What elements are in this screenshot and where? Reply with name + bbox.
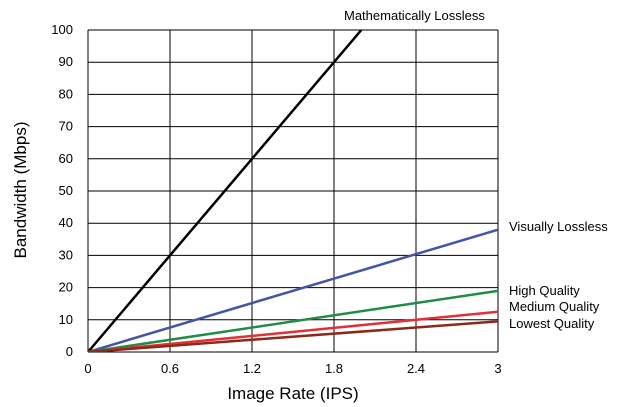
- y-tick-label: 60: [59, 151, 73, 166]
- series-label-3: Medium Quality: [509, 299, 600, 314]
- x-tick-label: 0: [84, 361, 91, 376]
- series-line-0: [88, 30, 363, 352]
- y-tick-label: 30: [59, 247, 73, 262]
- y-tick-label: 0: [66, 344, 73, 359]
- x-tick-label: 3: [494, 361, 501, 376]
- grid: [87, 29, 499, 353]
- x-axis-label: Image Rate (IPS): [227, 384, 358, 403]
- x-tick-label: 0.6: [161, 361, 179, 376]
- series-line-4: [88, 320, 498, 352]
- y-tick-label: 80: [59, 86, 73, 101]
- y-axis-ticks: 0 10 20 30 40 50 60 70 80 90 100: [51, 22, 73, 359]
- x-tick-label: 2.4: [407, 361, 425, 376]
- x-tick-label: 1.2: [243, 361, 261, 376]
- y-tick-label: 90: [59, 54, 73, 69]
- y-tick-label: 100: [51, 22, 73, 37]
- y-tick-label: 70: [59, 119, 73, 134]
- y-tick-label: 40: [59, 215, 73, 230]
- series-label-4: Lowest Quality: [509, 316, 595, 331]
- y-tick-label: 50: [59, 183, 73, 198]
- series-label-2: High Quality: [509, 283, 580, 298]
- series-label-0: Mathematically Lossless: [344, 8, 485, 23]
- series-lines: [88, 30, 498, 352]
- series-label-1: Visually Lossless: [509, 219, 608, 234]
- series-line-1: [88, 228, 498, 352]
- series-labels: Mathematically Lossless Visually Lossless…: [344, 8, 608, 331]
- x-axis-ticks: 0 0.6 1.2 1.8 2.4 3: [84, 361, 501, 376]
- x-tick-label: 1.8: [325, 361, 343, 376]
- y-tick-label: 20: [59, 280, 73, 295]
- series-line-3: [88, 310, 498, 352]
- y-axis-label: Bandwidth (Mbps): [11, 121, 30, 258]
- series-line-2: [88, 289, 498, 352]
- y-tick-label: 10: [59, 312, 73, 327]
